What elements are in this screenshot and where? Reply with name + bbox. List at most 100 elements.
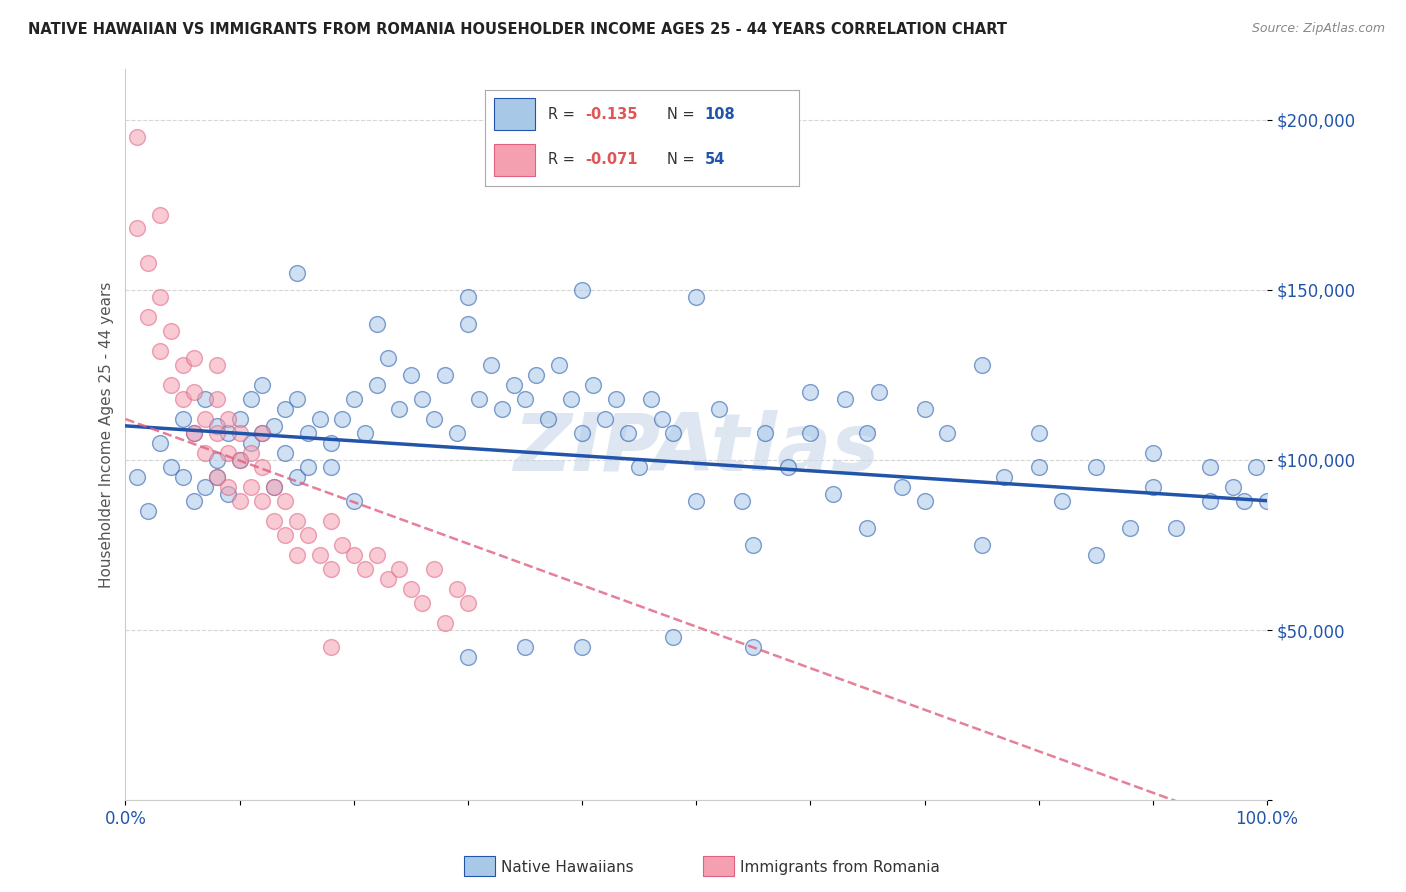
Point [228, 412, 250, 426]
Point [823, 487, 845, 501]
Point [513, 640, 536, 654]
Point [217, 480, 239, 494]
Point [651, 412, 673, 426]
Point [434, 368, 457, 382]
Point [319, 514, 342, 528]
Point [640, 392, 662, 406]
Point [868, 384, 890, 399]
Point [205, 358, 228, 372]
Point [297, 459, 319, 474]
Point [662, 630, 685, 644]
Point [205, 470, 228, 484]
Point [172, 358, 194, 372]
Point [240, 392, 263, 406]
Point [479, 358, 502, 372]
Point [149, 343, 172, 358]
Point [252, 459, 274, 474]
Point [319, 640, 342, 654]
Point [343, 548, 366, 562]
Point [240, 435, 263, 450]
Point [217, 446, 239, 460]
Point [228, 493, 250, 508]
Point [149, 435, 172, 450]
Point [422, 412, 444, 426]
Text: Source: ZipAtlas.com: Source: ZipAtlas.com [1251, 22, 1385, 36]
Point [252, 425, 274, 440]
Point [1142, 446, 1164, 460]
Point [491, 401, 513, 416]
Point [388, 562, 411, 576]
Point [183, 384, 205, 399]
Point [274, 401, 297, 416]
Point [834, 392, 856, 406]
Point [149, 208, 172, 222]
Point [263, 480, 285, 494]
Point [274, 493, 297, 508]
Point [160, 324, 183, 338]
Point [354, 562, 377, 576]
Point [160, 378, 183, 392]
Point [446, 425, 468, 440]
Point [1199, 459, 1222, 474]
Point [685, 289, 707, 303]
Point [263, 480, 285, 494]
Point [228, 453, 250, 467]
Point [1199, 493, 1222, 508]
Point [228, 453, 250, 467]
Point [136, 255, 159, 269]
Point [776, 459, 799, 474]
Point [571, 425, 593, 440]
Point [217, 412, 239, 426]
Point [628, 459, 651, 474]
Point [205, 392, 228, 406]
Point [172, 392, 194, 406]
Point [160, 459, 183, 474]
Point [285, 548, 308, 562]
Point [343, 392, 366, 406]
Point [388, 401, 411, 416]
Point [354, 425, 377, 440]
Point [1084, 459, 1107, 474]
Point [1028, 459, 1050, 474]
Text: ZIPAtlas: ZIPAtlas [513, 410, 879, 488]
Point [377, 351, 399, 365]
Point [183, 493, 205, 508]
Point [434, 616, 457, 631]
Point [1050, 493, 1073, 508]
Point [914, 493, 936, 508]
Point [183, 425, 205, 440]
Point [1119, 521, 1142, 535]
Point [468, 392, 491, 406]
Point [125, 221, 148, 235]
Point [1256, 493, 1278, 508]
Point [616, 425, 638, 440]
Point [526, 368, 548, 382]
Point [172, 470, 194, 484]
Point [149, 289, 172, 303]
Point [343, 493, 366, 508]
Point [205, 425, 228, 440]
Point [194, 446, 217, 460]
Point [457, 317, 479, 331]
Point [332, 412, 354, 426]
Point [319, 435, 342, 450]
Point [502, 378, 524, 392]
Point [297, 425, 319, 440]
Point [970, 358, 993, 372]
Point [411, 392, 433, 406]
Point [183, 425, 205, 440]
Point [560, 392, 582, 406]
Point [194, 392, 217, 406]
Point [970, 538, 993, 552]
Point [537, 412, 560, 426]
Point [217, 487, 239, 501]
Point [457, 650, 479, 665]
Point [1142, 480, 1164, 494]
Point [731, 493, 754, 508]
Point [136, 504, 159, 518]
Point [457, 289, 479, 303]
Point [1222, 480, 1244, 494]
Point [593, 412, 616, 426]
Point [799, 425, 821, 440]
Point [194, 480, 217, 494]
